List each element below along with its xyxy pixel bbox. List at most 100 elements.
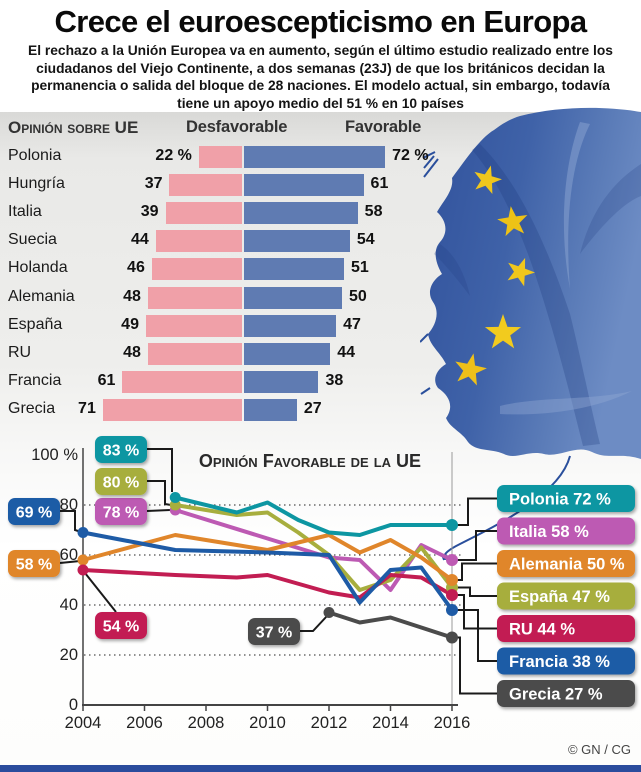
x-tick-label-2010: 2010	[249, 714, 286, 732]
legend-chip-Polonia	[497, 485, 635, 512]
start-connector-Italia	[146, 509, 171, 512]
desfavorable-value: 44	[130, 231, 149, 249]
country-label: Italia	[8, 203, 42, 221]
eu-flag-svg	[419, 107, 641, 561]
flag-crease-shadow	[580, 164, 641, 254]
y-tick-label-80: 80	[60, 496, 78, 514]
bar-row-Grecia: Grecia 71 27	[0, 397, 641, 425]
favorable-value: 27	[303, 399, 322, 417]
desfavorable-bar	[145, 314, 242, 337]
start-connector-Francia	[60, 510, 82, 533]
desfavorable-value: 39	[140, 203, 159, 221]
x-tick-label-2016: 2016	[434, 714, 471, 732]
end-dot-Polonia	[446, 519, 458, 531]
legend-connector-Alemania	[452, 562, 497, 581]
start-dot-Grecia	[323, 607, 335, 618]
legend-chip-Grecia	[497, 680, 635, 707]
start-chip-Polonia	[95, 436, 147, 463]
favorable-bar	[244, 230, 350, 253]
legend-connector-Polonia	[452, 497, 497, 526]
y-tick-label-20: 20	[60, 646, 78, 664]
start-connector-Alemania	[59, 560, 81, 564]
start-chip-Italia	[95, 498, 147, 525]
legend-connector-Italia	[452, 530, 497, 561]
start-chip-Alemania	[8, 550, 60, 577]
end-dot-Francia	[446, 604, 458, 616]
start-chip-label-Polonia: 83 %	[103, 443, 139, 460]
bar-row-Holanda: Holanda 46 51	[0, 256, 641, 284]
end-dot-Alemania	[446, 574, 458, 586]
series-line-Francia	[81, 530, 454, 612]
legend-chip-Francia	[497, 647, 635, 675]
desfavorable-bar	[198, 146, 242, 168]
desfavorable-value: 37	[144, 175, 163, 193]
flag-body	[428, 107, 641, 460]
series-line-Italia	[173, 508, 454, 592]
bar-row-Francia: Francia 61 38	[0, 369, 641, 397]
favorable-bar	[244, 258, 344, 281]
series-line-Alemania	[81, 533, 454, 582]
legend-chip-label-Francia: Francia 38 %	[509, 653, 610, 671]
x-tick-label-2012: 2012	[311, 714, 348, 732]
line-chart-title: Opinión Favorable de la UE	[199, 451, 421, 471]
legend-chip-label-RU: RU 44 %	[509, 621, 575, 639]
legend-chip-label-Polonia: Polonia 72 %	[509, 491, 611, 509]
favorable-value: 72 %	[392, 147, 429, 164]
start-chip-label-Francia: 69 %	[16, 505, 52, 522]
x-tick-label-2014: 2014	[372, 714, 409, 732]
eu-flag-image	[419, 104, 641, 570]
bar-row-Italia: Italia 39 58	[0, 200, 641, 228]
legend-chip-Alemania	[497, 550, 635, 577]
start-connector-RU	[84, 572, 117, 613]
country-label: España	[8, 315, 63, 333]
series-line-Polonia	[173, 495, 454, 537]
favorable-value: 58	[364, 203, 383, 221]
x-tick-label-2004: 2004	[65, 714, 102, 732]
legend-connector-RU	[452, 594, 497, 630]
start-dot-RU	[77, 564, 89, 576]
column-label-desfavorable: Desfavorable	[186, 118, 288, 136]
start-chip-label-Alemania: 58 %	[16, 557, 52, 574]
favorable-value: 38	[325, 371, 344, 389]
favorable-value: 51	[350, 259, 369, 277]
desfavorable-value: 49	[121, 315, 139, 333]
country-label: RU	[8, 343, 32, 361]
x-tick-label-2006: 2006	[126, 714, 163, 732]
favorable-bar	[244, 314, 337, 337]
end-dot-Italia	[446, 554, 458, 566]
start-dot-Polonia	[169, 492, 181, 503]
bar-row-España: España 49 47	[0, 313, 641, 341]
favorable-value: 61	[370, 175, 389, 193]
favorable-line-chart: 2004 2006 2008 2010 2012 2014 2016 100 % 80 60 40 2…	[0, 430, 641, 772]
start-chip-RU	[95, 612, 147, 639]
start-chip-label-RU: 54 %	[103, 619, 139, 636]
start-chip-España	[95, 468, 147, 495]
legend-connector-Francia	[452, 609, 497, 662]
favorable-bar	[244, 146, 386, 168]
flag-crease-highlight	[500, 391, 632, 415]
bar-row-Hungría: Hungría 37 61	[0, 172, 641, 200]
start-chip-label-Grecia: 37 %	[256, 625, 292, 642]
favorable-bar	[244, 286, 342, 309]
legend-chip-label-España: España 47 %	[509, 588, 610, 606]
flag-torn-threads	[419, 151, 571, 561]
column-label-favorable: Favorable	[345, 118, 422, 136]
desfavorable-value: 48	[123, 343, 141, 361]
desfavorable-bar	[165, 202, 242, 225]
series-line-RU	[81, 568, 454, 600]
bar-row-Alemania: Alemania 48 50	[0, 285, 641, 313]
start-connector-Grecia	[298, 615, 328, 632]
legend-chip-label-Italia: Italia 58 %	[509, 523, 589, 541]
country-label: Suecia	[8, 231, 57, 249]
bar-chart-header: Opinión sobre UE Desfavorable Favorable	[0, 118, 641, 140]
y-tick-label-100: 100 %	[31, 446, 78, 464]
credit-text: © GN / CG	[567, 742, 631, 757]
favorable-value: 50	[349, 287, 367, 305]
y-tick-label-0: 0	[69, 696, 78, 714]
country-label: Holanda	[8, 259, 68, 277]
favorable-bar	[244, 342, 331, 365]
desfavorable-bar	[147, 342, 242, 365]
favorable-value: 54	[356, 231, 375, 249]
page-title: Crece el euroescepticismo en Europa	[54, 4, 587, 39]
